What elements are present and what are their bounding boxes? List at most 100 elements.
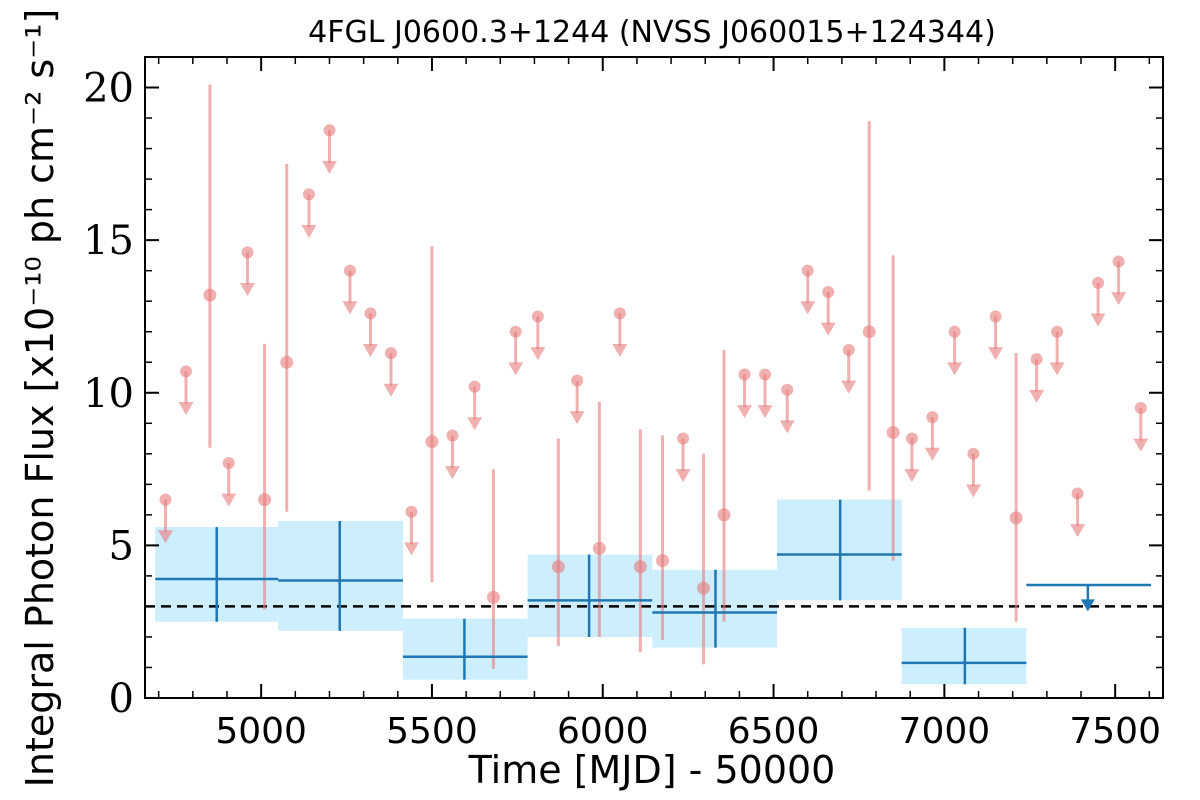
short-ul-arrow-1: [178, 402, 194, 416]
x-axis-label: Time [MJD] - 50000: [468, 748, 836, 792]
short-ul-arrow-17: [737, 405, 753, 419]
short-ul-arrow-22: [841, 380, 857, 394]
long-bin-points: [155, 499, 1152, 685]
short-ul-arrow-32: [1111, 292, 1127, 306]
x-tick-label-7500: 7500: [1069, 711, 1161, 752]
short-point-6: [592, 541, 606, 555]
short-ul-point-25: [948, 325, 961, 338]
short-ul-arrow-7: [362, 344, 378, 358]
short-ul-point-20: [801, 264, 814, 277]
short-ul-arrow-11: [467, 417, 483, 431]
short-ul-arrow-15: [612, 344, 628, 358]
short-ul-point-24: [926, 411, 939, 424]
y-tick-label-0: 0: [109, 676, 134, 722]
x-tick-label-6500: 6500: [728, 711, 820, 752]
x-tick-label-7000: 7000: [899, 711, 991, 752]
plot-frame: [144, 56, 1164, 699]
short-point-12: [886, 425, 900, 439]
long-ul-arrow-0: [1080, 599, 1095, 612]
short-ul-point-31: [1092, 276, 1105, 289]
short-ul-arrow-6: [342, 301, 358, 315]
short-ul-arrow-26: [965, 484, 981, 498]
short-point-4: [486, 590, 500, 604]
short-ul-point-7: [364, 307, 377, 320]
short-ul-arrow-16: [675, 469, 691, 483]
short-bin-points: [157, 84, 1149, 670]
short-ul-point-11: [468, 380, 481, 393]
short-ul-arrow-14: [569, 411, 585, 425]
y-tick-label-20: 20: [83, 66, 134, 112]
short-ul-point-0: [159, 493, 172, 506]
short-ul-point-30: [1071, 487, 1084, 500]
chart-title: 4FGL J0600.3+1244 (NVSS J060015+124344): [308, 15, 996, 50]
short-ul-arrow-19: [779, 420, 795, 434]
short-ul-arrow-10: [444, 466, 460, 480]
short-ul-arrow-23: [904, 469, 920, 483]
short-ul-arrow-3: [239, 282, 255, 296]
short-point-8: [656, 554, 670, 568]
y-tick-label-5: 5: [109, 523, 134, 569]
y-tick-label-15: 15: [83, 218, 134, 264]
short-ul-point-14: [571, 374, 584, 387]
short-point-5: [551, 560, 565, 574]
short-ul-arrow-5: [321, 160, 337, 174]
short-point-7: [633, 560, 647, 574]
short-point-9: [697, 581, 711, 595]
short-ul-point-29: [1051, 325, 1064, 338]
short-ul-point-21: [822, 286, 835, 299]
short-ul-arrow-30: [1070, 524, 1086, 538]
short-ul-arrow-13: [530, 347, 546, 361]
short-point-1: [258, 493, 272, 507]
short-ul-point-18: [759, 368, 772, 381]
short-ul-point-4: [302, 188, 315, 201]
short-ul-point-33: [1134, 402, 1147, 415]
short-ul-arrow-20: [800, 301, 816, 315]
short-ul-point-5: [323, 124, 336, 137]
short-point-3: [425, 435, 439, 449]
short-ul-arrow-9: [403, 542, 419, 556]
short-ul-arrow-18: [757, 405, 773, 419]
short-ul-point-3: [241, 246, 254, 259]
short-ul-arrow-31: [1090, 313, 1106, 327]
short-ul-arrow-25: [947, 362, 963, 376]
short-point-13: [1009, 511, 1023, 525]
short-ul-point-2: [222, 456, 235, 469]
short-ul-point-8: [384, 347, 397, 360]
short-ul-arrow-21: [820, 322, 836, 336]
y-axis-label: Integral Photon Flux [x10⁻¹⁰ ph cm⁻² s⁻¹…: [18, 9, 62, 788]
x-tick-label-5000: 5000: [215, 711, 307, 752]
short-ul-point-12: [509, 325, 522, 338]
short-ul-arrow-0: [157, 530, 173, 544]
short-ul-arrow-8: [383, 383, 399, 397]
short-ul-point-28: [1030, 353, 1043, 366]
short-ul-point-26: [967, 447, 980, 460]
short-point-2: [280, 355, 294, 369]
short-point-0: [203, 288, 217, 302]
short-ul-point-16: [677, 432, 690, 445]
short-ul-point-13: [531, 310, 544, 323]
short-ul-arrow-28: [1029, 389, 1045, 403]
short-ul-point-9: [405, 505, 418, 518]
short-point-11: [862, 325, 876, 339]
short-ul-arrow-4: [301, 224, 317, 238]
x-tick-label-6000: 6000: [557, 711, 649, 752]
short-ul-point-10: [446, 429, 459, 442]
short-ul-arrow-27: [988, 347, 1004, 361]
short-ul-arrow-24: [924, 447, 940, 461]
long-bin-bands: [155, 499, 1027, 685]
short-ul-point-19: [781, 383, 794, 396]
short-ul-point-17: [738, 368, 751, 381]
x-tick-label-5500: 5500: [386, 711, 478, 752]
y-tick-label-10: 10: [83, 371, 134, 417]
short-ul-point-1: [179, 365, 192, 378]
short-point-10: [717, 508, 731, 522]
short-ul-arrow-33: [1133, 438, 1149, 452]
short-ul-point-15: [613, 307, 626, 320]
short-ul-point-22: [842, 344, 855, 357]
short-ul-arrow-29: [1049, 362, 1065, 376]
short-ul-point-27: [989, 310, 1002, 323]
short-ul-arrow-12: [508, 362, 524, 376]
short-ul-point-23: [905, 432, 918, 445]
short-ul-point-6: [343, 264, 356, 277]
